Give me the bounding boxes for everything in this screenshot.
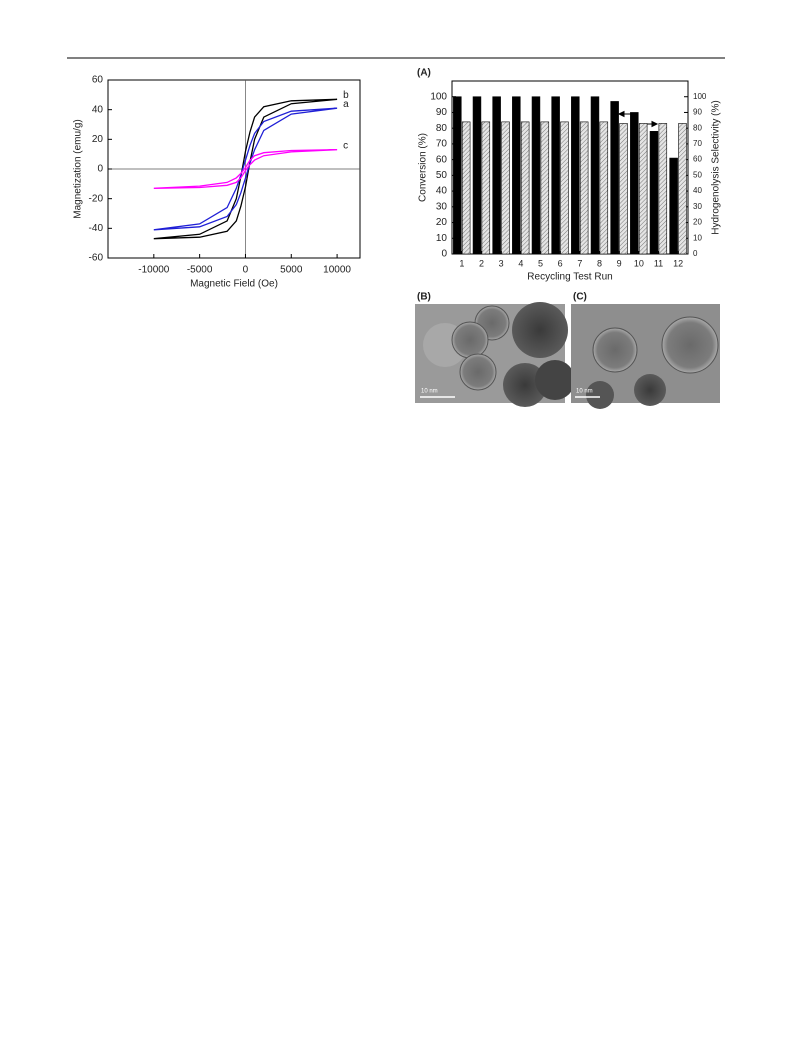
- panel-label: (B): [417, 292, 431, 303]
- series-label: a: [343, 99, 349, 110]
- series-label: b: [343, 90, 349, 101]
- bar: [481, 121, 491, 255]
- series-line: [153, 149, 338, 189]
- y-tick-label: 40: [436, 186, 448, 197]
- x-tick-label: -10000: [138, 265, 170, 276]
- bar: [610, 101, 619, 255]
- x-tick-label: 3: [499, 258, 504, 268]
- bar: [492, 96, 501, 255]
- scale-bar-label: 10 nm: [576, 389, 593, 395]
- bar: [638, 123, 648, 255]
- y-tick-label: 10: [436, 233, 448, 244]
- y-tick-label: 30: [436, 201, 448, 212]
- bar: [619, 123, 628, 255]
- panel-label: (C): [573, 292, 587, 303]
- x-tick-label: -5000: [187, 265, 213, 276]
- bar: [658, 123, 668, 255]
- bar: [560, 121, 569, 255]
- y-tick-label: -40: [89, 223, 104, 234]
- bar: [453, 96, 462, 255]
- tem-image-b: [415, 302, 575, 407]
- x-tick-label: 11: [654, 258, 663, 268]
- x-tick-label: 5000: [280, 265, 303, 276]
- y-tick-label: 0: [441, 249, 447, 260]
- y-tick-label: 90: [693, 108, 702, 117]
- tem-image-c: [571, 304, 720, 409]
- x-tick-label: 5: [538, 258, 543, 268]
- series-line: [153, 98, 338, 240]
- y-tick-label: 100: [430, 91, 447, 102]
- bar: [461, 121, 471, 255]
- y-tick-label: 20: [693, 218, 702, 227]
- y2-axis-label: Hydrogenolysis Selectivity (%): [711, 100, 722, 235]
- y-tick-label: 60: [92, 75, 104, 86]
- bar: [678, 123, 687, 255]
- y-tick-label: 90: [436, 107, 448, 118]
- x-tick-label: 1: [459, 258, 464, 268]
- y-tick-label: 0: [97, 164, 103, 175]
- x-tick-label: 12: [673, 258, 683, 268]
- panel-label: (A): [417, 68, 431, 79]
- y-tick-label: 50: [693, 170, 702, 179]
- bar: [649, 131, 659, 255]
- series-label: c: [343, 140, 348, 151]
- y-tick-label: 10: [693, 233, 702, 242]
- y-tick-label: 80: [436, 123, 448, 134]
- bar: [599, 121, 609, 255]
- y-tick-label: 30: [693, 202, 702, 211]
- y-tick-label: 40: [693, 186, 702, 195]
- y-tick-label: 40: [92, 104, 104, 115]
- bar: [540, 121, 550, 255]
- bar: [472, 96, 482, 255]
- bar: [630, 112, 639, 255]
- bar: [512, 96, 521, 255]
- y-tick-label: 70: [436, 139, 448, 150]
- bar: [579, 121, 589, 255]
- x-tick-label: 6: [558, 258, 563, 268]
- bar: [669, 157, 678, 255]
- y-tick-label: 20: [436, 217, 448, 228]
- x-tick-label: 10000: [323, 265, 351, 276]
- y-tick-label: 0: [693, 249, 698, 258]
- y-tick-label: 70: [693, 139, 702, 148]
- y-tick-label: 60: [436, 154, 448, 165]
- bar: [520, 121, 530, 255]
- bar: [551, 96, 560, 255]
- y-tick-label: 20: [92, 134, 104, 145]
- y-axis-label: Magnetization (emu/g): [73, 119, 84, 219]
- x-axis-label: Recycling Test Run: [527, 272, 612, 283]
- y-tick-label: 80: [693, 123, 702, 132]
- y-tick-label: -20: [89, 193, 104, 204]
- series-line: [153, 107, 338, 231]
- scale-bar-label: 10 nm: [421, 389, 438, 395]
- bar: [531, 96, 541, 255]
- plot-frame: [451, 80, 689, 255]
- x-tick-label: 7: [577, 258, 582, 268]
- x-axis-label: Magnetic Field (Oe): [190, 279, 278, 290]
- x-tick-label: 0: [243, 265, 249, 276]
- bar: [571, 96, 580, 255]
- y-tick-label: 50: [436, 170, 448, 181]
- bar: [590, 96, 600, 255]
- x-tick-label: 8: [597, 258, 602, 268]
- x-tick-label: 9: [617, 258, 622, 268]
- x-tick-label: 4: [518, 258, 523, 268]
- x-tick-label: 10: [634, 258, 644, 268]
- x-tick-label: 2: [479, 258, 484, 268]
- bar: [501, 121, 510, 255]
- y-tick-label: -60: [89, 253, 104, 264]
- y-tick-label: 60: [693, 155, 702, 164]
- y-axis-label: Conversion (%): [418, 133, 429, 202]
- y-tick-label: 100: [693, 92, 707, 101]
